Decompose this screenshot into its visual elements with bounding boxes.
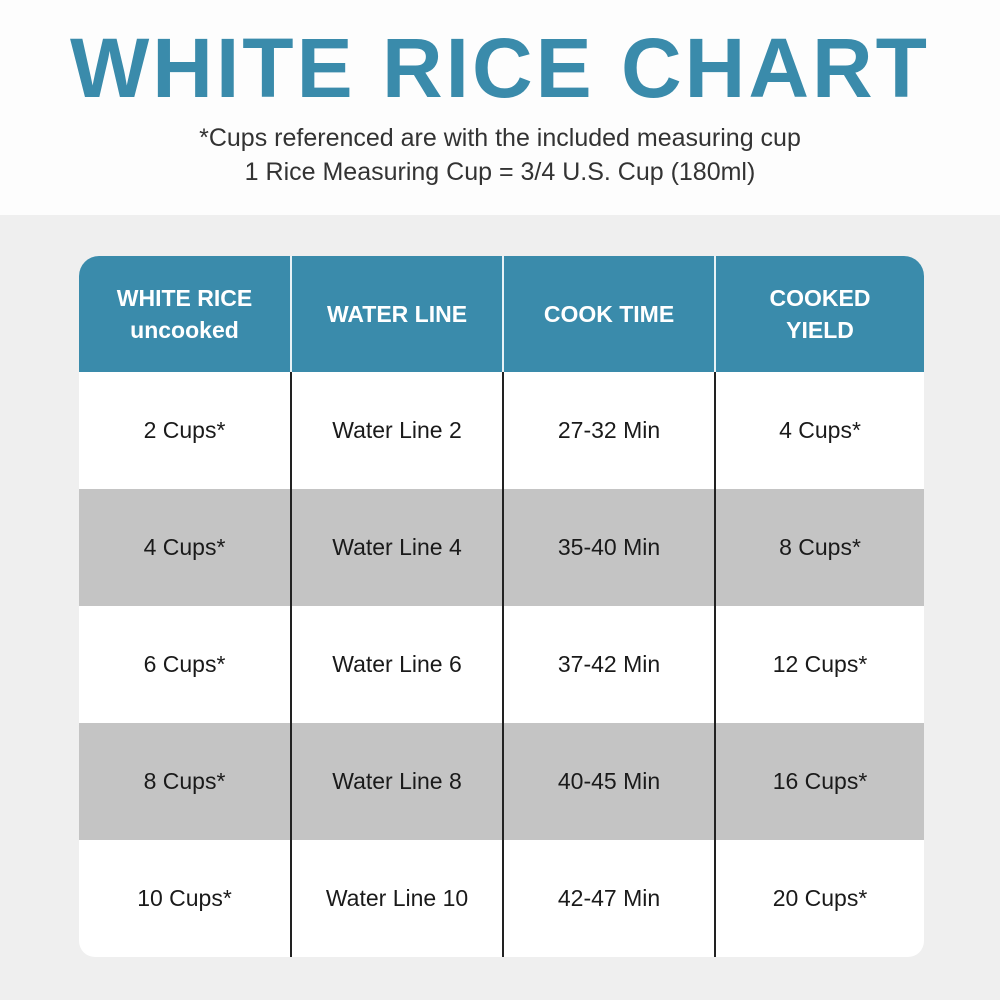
table-cell: Water Line 2 xyxy=(290,372,502,489)
table-cell: 2 Cups* xyxy=(143,417,226,443)
table-cell: Water Line 10 xyxy=(290,840,502,957)
header-cooked-yield: COOKED YIELD xyxy=(714,256,924,372)
header-line: COOKED xyxy=(769,285,871,311)
table-row: 4 Cups* Water Line 4 35-40 Min 8 Cups* xyxy=(79,489,924,606)
header-band xyxy=(0,0,1000,215)
table-cell: 12 Cups* xyxy=(714,606,924,723)
table-cell: 4 Cups* xyxy=(714,372,924,489)
subtitle-line-2: 1 Rice Measuring Cup = 3/4 U.S. Cup (180… xyxy=(244,158,756,186)
header-line: YIELD xyxy=(786,317,854,343)
table-row: 2 Cups* Water Line 2 27-32 Min 4 Cups* xyxy=(79,372,924,489)
table-cell: 42-47 Min xyxy=(502,840,714,957)
header-white-rice: WHITE RICE uncooked xyxy=(79,256,290,372)
header-line: WATER LINE xyxy=(326,301,468,327)
table-cell: 20 Cups* xyxy=(714,840,924,957)
header-line: COOK TIME xyxy=(543,301,675,327)
table-row: 8 Cups* Water Line 8 40-45 Min 16 Cups* xyxy=(79,723,924,840)
table-cell: 8 Cups* xyxy=(143,768,226,794)
table-cell: Water Line 6 xyxy=(290,606,502,723)
rice-chart-table: WHITE RICE uncooked WATER LINE COOK TIME … xyxy=(79,256,924,957)
table-cell: 27-32 Min xyxy=(502,372,714,489)
table-header-row: WHITE RICE uncooked WATER LINE COOK TIME … xyxy=(79,256,924,372)
table-row: 6 Cups* Water Line 6 37-42 Min 12 Cups* xyxy=(79,606,924,723)
table-cell: Water Line 8 xyxy=(290,723,502,840)
table-cell: 35-40 Min xyxy=(502,489,714,606)
header-line: WHITE RICE xyxy=(116,285,253,311)
table-cell: 8 Cups* xyxy=(714,489,924,606)
table-cell: 10 Cups* xyxy=(137,885,232,911)
header-water-line: WATER LINE xyxy=(290,256,502,372)
table-cell: Water Line 4 xyxy=(290,489,502,606)
table-row: 10 Cups* Water Line 10 42-47 Min 20 Cups* xyxy=(79,840,924,957)
table-cell: 6 Cups* xyxy=(143,651,226,677)
subtitle-line-1: *Cups referenced are with the included m… xyxy=(199,124,801,152)
page-title: WHITE RICE CHART xyxy=(70,21,930,115)
header-line: uncooked xyxy=(130,317,239,343)
table-cell: 16 Cups* xyxy=(714,723,924,840)
table-cell: 37-42 Min xyxy=(502,606,714,723)
table-cell: 4 Cups* xyxy=(143,534,226,560)
table-cell: 40-45 Min xyxy=(502,723,714,840)
header-cook-time: COOK TIME xyxy=(502,256,714,372)
